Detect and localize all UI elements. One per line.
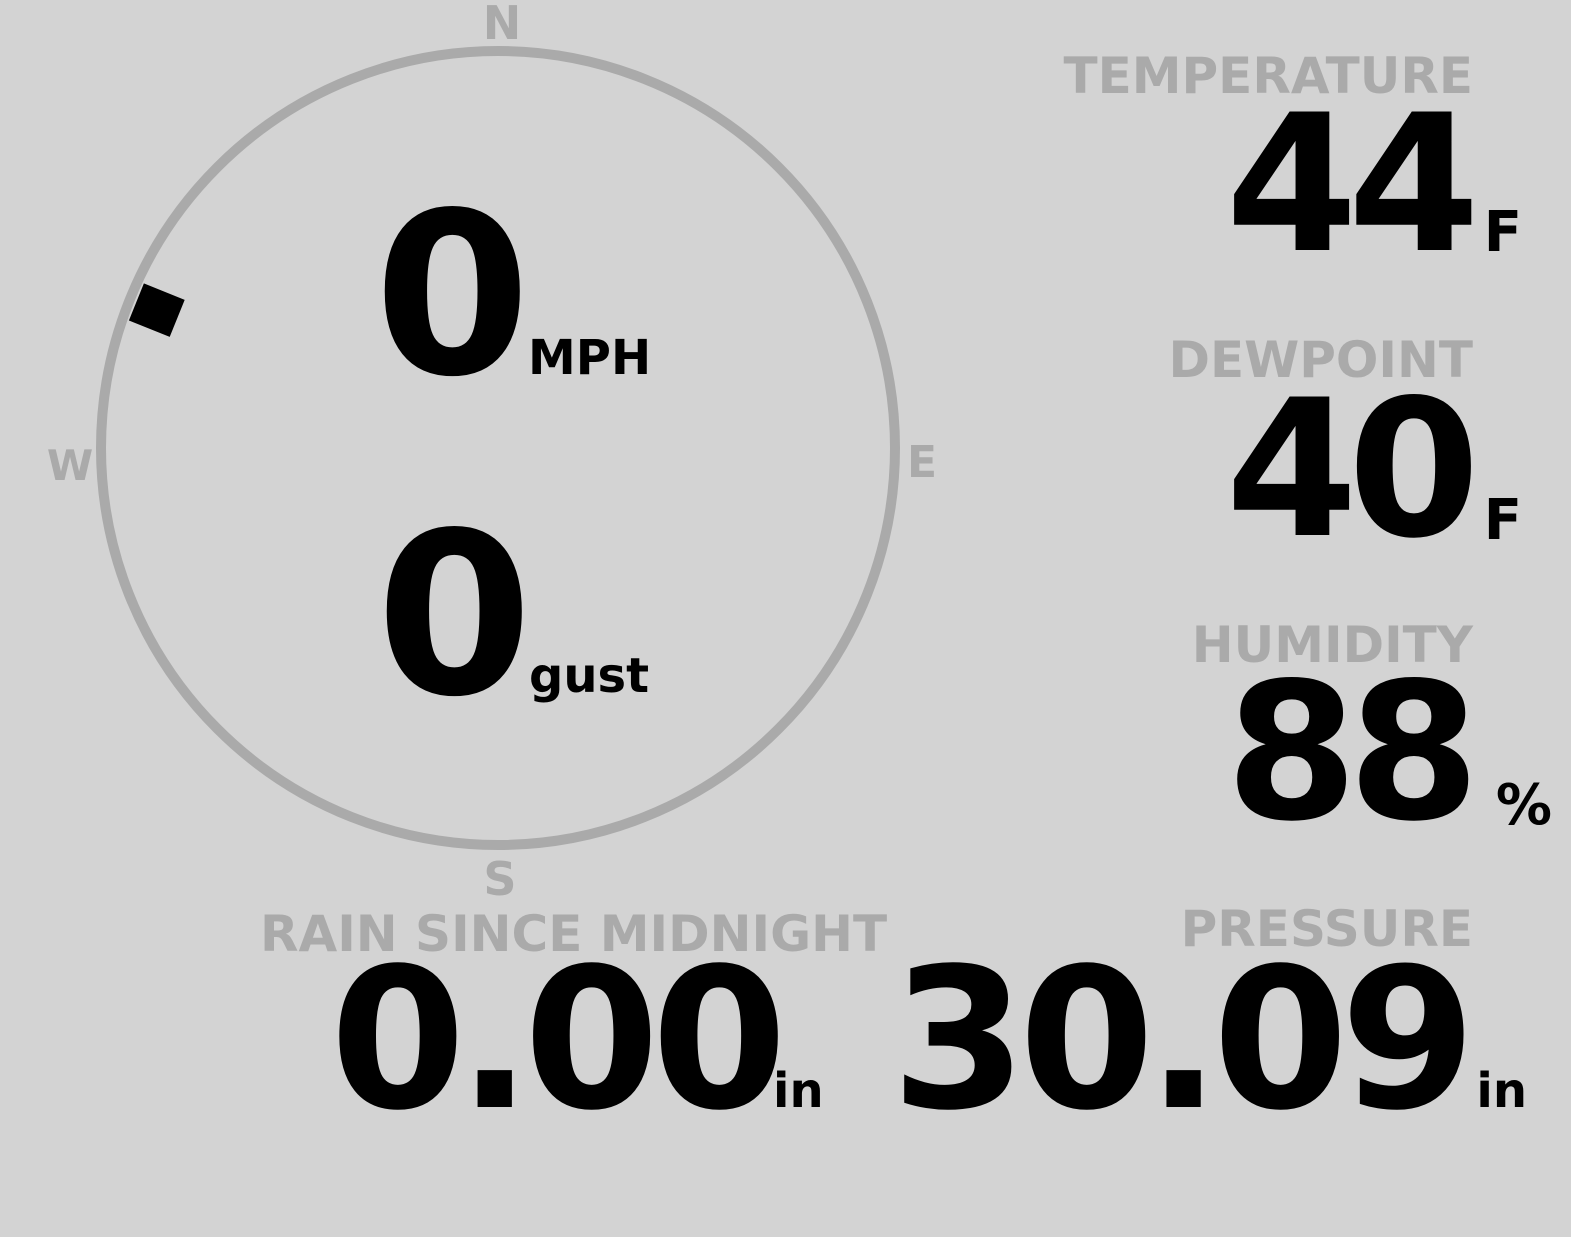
rain-value: 0.00 <box>330 926 787 1153</box>
rain-label: RAIN SINCE MIDNIGHT <box>260 905 888 963</box>
compass-north-label: N <box>482 0 522 50</box>
pressure-unit: in <box>1476 1063 1527 1119</box>
dewpoint-label: DEWPOINT <box>1168 331 1473 389</box>
wind-gust-value: 0 <box>376 485 533 747</box>
pressure-label: PRESSURE <box>1180 900 1473 958</box>
humidity-value: 88 <box>1225 642 1480 863</box>
wind-speed-value: 0 <box>374 165 531 427</box>
temperature-unit: F <box>1483 200 1522 265</box>
compass-south-label: S <box>483 852 517 906</box>
wind-gust-unit: gust <box>529 648 650 704</box>
dewpoint-value: 40 <box>1225 359 1480 580</box>
temperature-label: TEMPERATURE <box>1063 47 1474 105</box>
temperature-value: 44 <box>1225 74 1480 295</box>
compass-west-label: W <box>46 441 94 490</box>
humidity-unit: % <box>1495 773 1552 838</box>
pressure-value: 30.09 <box>891 926 1476 1153</box>
compass-ring <box>96 46 900 850</box>
compass-east-label: E <box>906 437 938 488</box>
rain-unit: in <box>773 1063 824 1119</box>
wind-direction-marker <box>128 283 185 337</box>
dewpoint-unit: F <box>1483 488 1522 553</box>
humidity-label: HUMIDITY <box>1191 616 1473 674</box>
wind-speed-unit: MPH <box>528 330 652 386</box>
